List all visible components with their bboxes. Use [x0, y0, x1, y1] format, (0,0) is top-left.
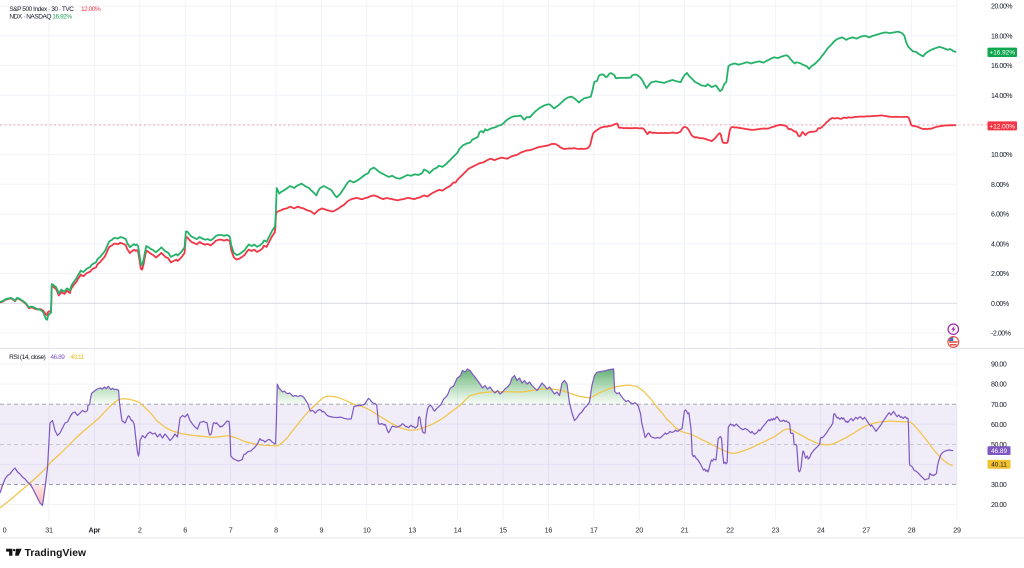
svg-text:16.92%: 16.92% — [52, 13, 72, 20]
svg-text:8.00%: 8.00% — [991, 182, 1009, 189]
svg-text:50.00: 50.00 — [991, 442, 1007, 449]
svg-text:40.11: 40.11 — [991, 462, 1007, 469]
svg-text:46.89: 46.89 — [991, 448, 1007, 455]
svg-text:13: 13 — [408, 525, 416, 534]
svg-text:24: 24 — [817, 525, 825, 534]
svg-text:23: 23 — [772, 525, 780, 534]
svg-text:0.00%: 0.00% — [991, 301, 1009, 308]
svg-text:6.00%: 6.00% — [991, 212, 1009, 219]
svg-text:0: 0 — [3, 525, 7, 534]
svg-text:6: 6 — [183, 525, 187, 534]
svg-text:28: 28 — [908, 525, 916, 534]
svg-text:17: 17 — [590, 525, 598, 534]
svg-text:+16.92%: +16.92% — [989, 50, 1015, 57]
svg-text:16.00%: 16.00% — [991, 63, 1012, 70]
svg-text:12.00%: 12.00% — [81, 6, 101, 13]
svg-text:Apr: Apr — [89, 525, 101, 534]
svg-text:46.89: 46.89 — [50, 354, 65, 361]
svg-text:20.00%: 20.00% — [991, 4, 1012, 11]
svg-text:21: 21 — [681, 525, 689, 534]
svg-text:80.00: 80.00 — [991, 382, 1007, 389]
svg-text:18.00%: 18.00% — [991, 33, 1012, 40]
svg-text:31: 31 — [45, 525, 53, 534]
svg-text:27: 27 — [862, 525, 870, 534]
svg-text:4.00%: 4.00% — [991, 241, 1009, 248]
svg-text:15: 15 — [499, 525, 507, 534]
svg-text:+12.00%: +12.00% — [989, 123, 1015, 130]
svg-text:22: 22 — [726, 525, 734, 534]
svg-text:2.00%: 2.00% — [991, 271, 1009, 278]
svg-text:NDX · NASDAQ: NDX · NASDAQ — [9, 13, 51, 20]
svg-text:29: 29 — [953, 525, 961, 534]
svg-text:20: 20 — [635, 525, 643, 534]
svg-text:RSI (14, close): RSI (14, close) — [9, 354, 46, 361]
svg-text:2: 2 — [138, 525, 142, 534]
svg-text:7: 7 — [229, 525, 233, 534]
svg-text:TradingView: TradingView — [25, 548, 87, 559]
svg-text:30.00: 30.00 — [991, 482, 1007, 489]
svg-text:-2.00%: -2.00% — [991, 331, 1011, 338]
svg-text:8: 8 — [274, 525, 278, 534]
svg-text:S&P 500 Index · 30 · TVC: S&P 500 Index · 30 · TVC — [9, 6, 74, 13]
svg-text:14: 14 — [454, 525, 462, 534]
svg-text:90.00: 90.00 — [991, 362, 1007, 369]
svg-text:9: 9 — [319, 525, 323, 534]
svg-text:60.00: 60.00 — [991, 422, 1007, 429]
svg-text:20.00: 20.00 — [991, 502, 1007, 509]
svg-text:40.11: 40.11 — [70, 354, 84, 361]
svg-text:16: 16 — [545, 525, 553, 534]
svg-text:70.00: 70.00 — [991, 402, 1007, 409]
svg-text:14.00%: 14.00% — [991, 93, 1012, 100]
svg-text:10.00%: 10.00% — [991, 152, 1012, 159]
svg-text:10: 10 — [363, 525, 371, 534]
